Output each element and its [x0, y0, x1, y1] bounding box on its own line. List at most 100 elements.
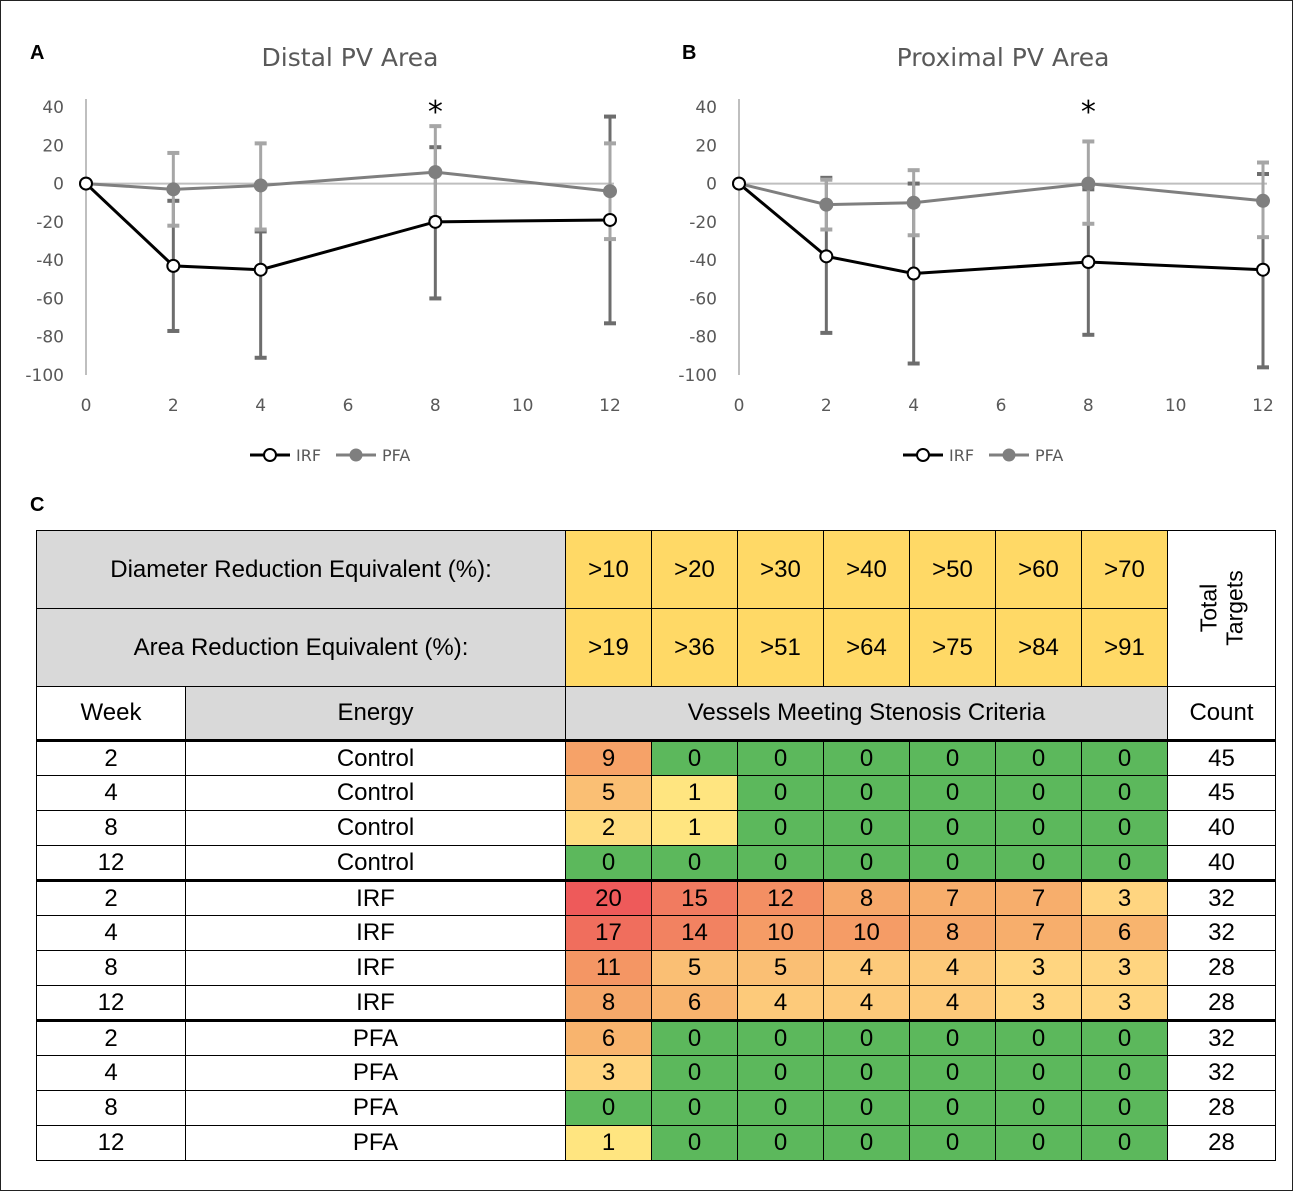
- stenosis-count-cell: 0: [651, 1125, 738, 1161]
- chart-title: Distal PV Area: [262, 43, 439, 72]
- stenosis-count-cell: 0: [565, 845, 652, 881]
- stenosis-count-cell: 0: [1081, 739, 1168, 776]
- data-point-irf: [732, 176, 746, 191]
- energy-cell: PFA: [185, 1090, 566, 1126]
- stenosis-count-cell: 0: [1081, 1019, 1168, 1056]
- stenosis-count-cell: 5: [565, 775, 652, 811]
- stenosis-count-cell: 0: [995, 1055, 1082, 1091]
- series-line-irf: [738, 182, 1264, 276]
- stenosis-count-cell: 0: [737, 1019, 824, 1056]
- week-cell: 2: [36, 1019, 186, 1056]
- stenosis-count-cell: 0: [823, 845, 910, 881]
- table-row: 8 PFA 0 0 0 0 0 0 0 28: [36, 1090, 1276, 1126]
- y-tick-label: 40: [42, 98, 64, 118]
- chart-proximal-pv-area: Proximal PV Area 40 20 0 -20 -40 -60 -80 -100 0 2 4…: [678, 43, 1274, 465]
- data-point-irf: [906, 266, 921, 281]
- y-tick-label: 0: [53, 175, 64, 195]
- stenosis-count-cell: 4: [909, 950, 996, 986]
- stenosis-count-cell: 5: [651, 950, 738, 986]
- table-row: 2 IRF 20 15 12 8 7 7 3 32: [36, 879, 1276, 916]
- week-cell: 12: [36, 1125, 186, 1161]
- stenosis-count-cell: 0: [909, 1019, 996, 1056]
- count-cell: 45: [1167, 775, 1276, 811]
- x-tick-label: 10: [1165, 396, 1187, 416]
- legend-label-irf: IRF: [296, 446, 321, 465]
- data-point-pfa: [253, 178, 268, 193]
- energy-header: Energy: [185, 686, 566, 741]
- stenosis-count-cell: 0: [995, 775, 1082, 811]
- significance-marker: *: [1081, 95, 1096, 130]
- y-tick-label: -80: [36, 328, 64, 348]
- panel-label-c: C: [30, 494, 45, 516]
- count-cell: 40: [1167, 810, 1276, 846]
- stenosis-count-cell: 0: [995, 810, 1082, 846]
- x-tick-label: 10: [512, 396, 534, 416]
- area-threshold: >19: [565, 608, 652, 687]
- y-tick-label: -40: [689, 251, 717, 271]
- week-cell: 8: [36, 1090, 186, 1126]
- data-point-pfa: [166, 182, 181, 197]
- stenosis-count-cell: 0: [651, 1090, 738, 1126]
- count-cell: 28: [1167, 1125, 1276, 1161]
- stenosis-count-cell: 0: [823, 1019, 910, 1056]
- x-tick-label: 0: [81, 396, 92, 416]
- legend-label-pfa: PFA: [1035, 446, 1063, 465]
- stenosis-count-cell: 0: [909, 1090, 996, 1126]
- count-cell: 32: [1167, 1055, 1276, 1091]
- energy-cell: PFA: [185, 1055, 566, 1091]
- stenosis-count-cell: 0: [909, 845, 996, 881]
- diameter-threshold: >70: [1081, 530, 1168, 609]
- stenosis-count-cell: 0: [1081, 845, 1168, 881]
- stenosis-count-cell: 10: [823, 915, 910, 951]
- stenosis-count-cell: 0: [737, 739, 824, 776]
- table-row: 4 Control 5 1 0 0 0 0 0 45: [36, 775, 1276, 811]
- x-tick-label: 2: [168, 396, 179, 416]
- stenosis-count-cell: 3: [1081, 950, 1168, 986]
- count-header: Count: [1167, 686, 1276, 741]
- energy-cell: IRF: [185, 950, 566, 986]
- table-row: 4 IRF 17 14 10 10 8 7 6 32: [36, 915, 1276, 951]
- stenosis-count-cell: 7: [995, 915, 1082, 951]
- stenosis-count-cell: 20: [565, 879, 652, 916]
- area-reduction-label: Area Reduction Equivalent (%):: [36, 608, 566, 687]
- stenosis-count-cell: 3: [1081, 985, 1168, 1021]
- table-row: 2 PFA 6 0 0 0 0 0 0 32: [36, 1019, 1276, 1056]
- stenosis-count-cell: 0: [909, 1055, 996, 1091]
- energy-cell: Control: [185, 845, 566, 881]
- data-point-pfa: [603, 184, 617, 199]
- x-tick-label: 12: [1252, 396, 1274, 416]
- stenosis-count-cell: 12: [737, 879, 824, 916]
- stenosis-count-cell: 4: [909, 985, 996, 1021]
- stenosis-count-cell: 0: [1081, 1055, 1168, 1091]
- y-tick-label: -100: [678, 366, 717, 386]
- y-tick-label: -100: [25, 366, 64, 386]
- table-row: 8 IRF 11 5 5 4 4 3 3 28: [36, 950, 1276, 986]
- vessels-header: Vessels Meeting Stenosis Criteria: [565, 686, 1168, 741]
- stenosis-count-cell: 4: [737, 985, 824, 1021]
- stenosis-count-cell: 0: [651, 845, 738, 881]
- stenosis-count-cell: 17: [565, 915, 652, 951]
- stenosis-count-cell: 0: [995, 1090, 1082, 1126]
- legend-label-pfa: PFA: [382, 446, 410, 465]
- stenosis-count-cell: 9: [565, 739, 652, 776]
- diameter-threshold: >10: [565, 530, 652, 609]
- stenosis-count-cell: 0: [737, 1055, 824, 1091]
- stenosis-count-cell: 7: [995, 879, 1082, 916]
- stenosis-count-cell: 4: [823, 950, 910, 986]
- week-cell: 12: [36, 845, 186, 881]
- stenosis-count-cell: 0: [823, 1090, 910, 1126]
- stenosis-count-cell: 14: [651, 915, 738, 951]
- table-row: 4 PFA 3 0 0 0 0 0 0 32: [36, 1055, 1276, 1091]
- panel-label-a: A: [30, 42, 45, 64]
- stenosis-count-cell: 0: [909, 775, 996, 811]
- legend-marker-pfa: [349, 448, 363, 462]
- x-tick-label: 4: [255, 396, 266, 416]
- count-cell: 32: [1167, 879, 1276, 916]
- stenosis-count-cell: 8: [565, 985, 652, 1021]
- table-row: 12 Control 0 0 0 0 0 0 0 40: [36, 845, 1276, 881]
- diameter-threshold: >50: [909, 530, 996, 609]
- stenosis-count-cell: 0: [737, 1090, 824, 1126]
- legend: IRF PFA: [250, 446, 410, 465]
- stenosis-count-cell: 0: [823, 775, 910, 811]
- stenosis-count-cell: 11: [565, 950, 652, 986]
